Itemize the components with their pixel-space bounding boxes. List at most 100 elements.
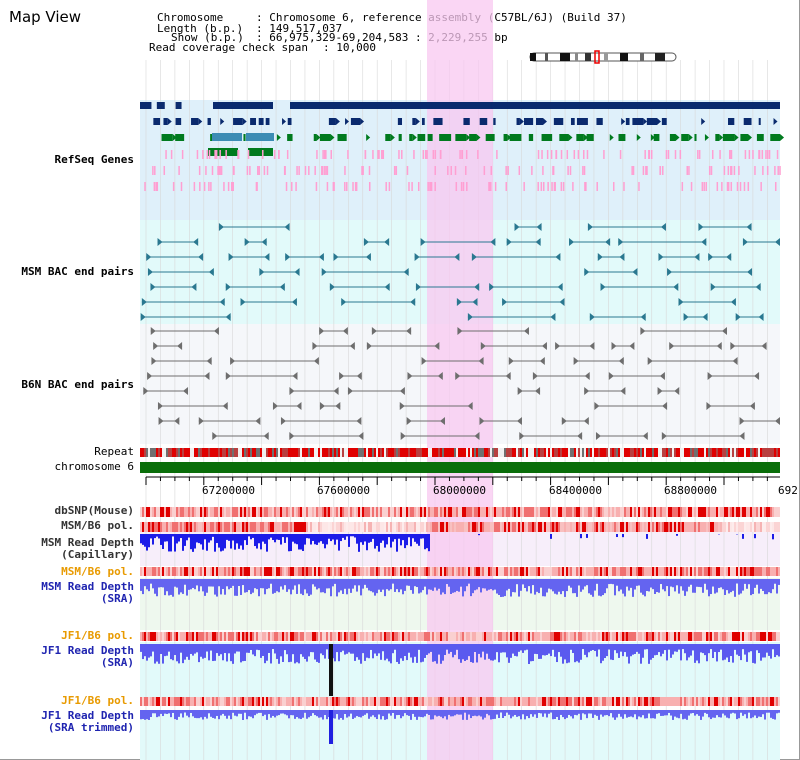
read-depth-bar (536, 579, 538, 592)
read-depth-bar (426, 534, 428, 549)
pol-mark (620, 507, 622, 517)
read-depth-bar (416, 579, 418, 588)
gene-feature (740, 134, 748, 141)
read-depth-bar (492, 579, 494, 591)
read-depth-bar (224, 534, 226, 549)
b6n-bac-end-icon (573, 357, 579, 365)
read-depth-bar (668, 579, 670, 597)
read-depth-bar (774, 644, 776, 658)
read-depth-bar (290, 534, 292, 552)
read-depth-bar (726, 644, 728, 658)
read-depth-bar (378, 534, 380, 552)
pol-mark (334, 507, 336, 517)
pol-mark (258, 522, 260, 532)
gene-feature (163, 118, 168, 125)
read-depth-bar (346, 579, 348, 595)
read-depth-bar (482, 579, 484, 589)
refseq-mark (246, 166, 249, 175)
pol-mark (624, 522, 626, 532)
pol-mark (358, 567, 360, 576)
pol-mark (404, 697, 406, 706)
pol-mark (164, 697, 166, 706)
gene-feature (421, 118, 425, 125)
pol-mark (400, 567, 402, 576)
read-depth-bar (564, 579, 566, 597)
pol-mark (386, 632, 388, 641)
read-depth-bar (624, 710, 626, 715)
read-depth-bar (658, 644, 660, 653)
pol-mark (270, 632, 272, 641)
pol-mark (728, 632, 730, 641)
read-depth-bar (326, 579, 328, 589)
read-depth-bar (214, 579, 216, 595)
refseq-mark (650, 150, 653, 159)
read-depth-bar (738, 644, 740, 657)
b6n-bac-end-icon (594, 402, 600, 410)
read-depth-bar (164, 710, 166, 714)
read-depth-bar (502, 579, 504, 597)
pol-mark (530, 567, 532, 576)
read-depth-bar (278, 534, 280, 540)
pol-mark (768, 567, 770, 576)
repeat-mark (442, 448, 444, 457)
pol-mark (598, 632, 600, 641)
read-depth-bar (592, 579, 594, 597)
pol-mark (650, 522, 652, 532)
read-depth-bar (760, 644, 762, 661)
pol-mark (292, 507, 294, 517)
pol-mark (156, 507, 158, 517)
read-depth-bar (692, 579, 694, 593)
pol-mark (634, 507, 636, 517)
read-depth-bar (250, 534, 252, 540)
read-depth-bar (300, 710, 302, 720)
gene-feature (703, 102, 714, 109)
repeat-mark (754, 448, 756, 457)
read-depth-bar (622, 534, 624, 538)
read-depth-bar (704, 579, 706, 584)
pol-mark (482, 697, 484, 706)
repeat-mark (364, 448, 366, 457)
pol-mark (692, 522, 694, 532)
pol-mark (490, 567, 492, 576)
repeat-mark (746, 448, 748, 457)
repeat-mark (608, 448, 610, 457)
pol-mark (340, 697, 342, 706)
refseq-mark (217, 166, 219, 175)
pol-mark (206, 632, 208, 641)
read-depth-bar (730, 710, 732, 714)
pol-mark (378, 632, 380, 641)
pol-mark (440, 697, 442, 706)
pol-mark (284, 697, 286, 706)
pol-mark (498, 567, 500, 576)
pol-mark (612, 522, 614, 532)
pol-mark (192, 697, 194, 706)
pol-mark (230, 507, 232, 517)
read-depth-bar (672, 644, 674, 655)
read-depth-bar (566, 644, 568, 664)
read-depth-bar (156, 644, 158, 662)
gene-arrow-icon (642, 102, 647, 109)
b6n-bac-end-icon (151, 357, 157, 365)
pol-mark (670, 507, 672, 517)
read-depth-bar (616, 644, 618, 654)
read-depth-bar (494, 710, 496, 719)
pol-mark (172, 507, 174, 517)
read-depth-bar (750, 644, 752, 652)
repeat-mark (714, 448, 716, 457)
read-depth-bar (546, 579, 548, 593)
pol-mark (658, 567, 660, 576)
repeat-mark (536, 448, 538, 457)
pol-mark (148, 632, 150, 641)
read-depth-bar (180, 644, 182, 653)
read-depth-bar (398, 710, 400, 715)
refseq-mark (316, 150, 318, 159)
pol-mark (316, 697, 318, 706)
refseq-mark (619, 150, 622, 159)
pol-mark (200, 632, 202, 641)
refseq-mark (542, 166, 544, 175)
read-depth-bar (230, 534, 232, 549)
repeat-mark (580, 448, 582, 457)
repeat-mark (440, 448, 442, 457)
read-depth-bar (274, 710, 276, 718)
